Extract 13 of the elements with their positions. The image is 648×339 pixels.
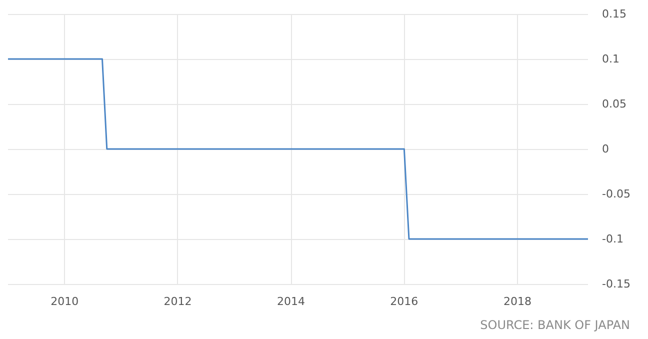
y-tick-label: 0 [602, 142, 609, 156]
y-tick-label: 0.05 [602, 98, 626, 110]
x-tick-label: 2018 [503, 295, 532, 308]
x-tick-label: 2012 [164, 295, 192, 308]
x-tick-label: 2016 [390, 295, 418, 308]
y-tick-label: -0.05 [602, 188, 630, 200]
x-tick-label: 2010 [50, 295, 79, 308]
source-note: SOURCE: BANK OF JAPAN [480, 318, 630, 332]
x-tick-label: 2014 [277, 295, 306, 308]
y-tick-label: -0.1 [602, 232, 624, 246]
y-tick-label: -0.15 [602, 278, 630, 290]
y-tick-label: 0.15 [602, 8, 626, 20]
y-tick-label: 0.1 [602, 52, 620, 66]
